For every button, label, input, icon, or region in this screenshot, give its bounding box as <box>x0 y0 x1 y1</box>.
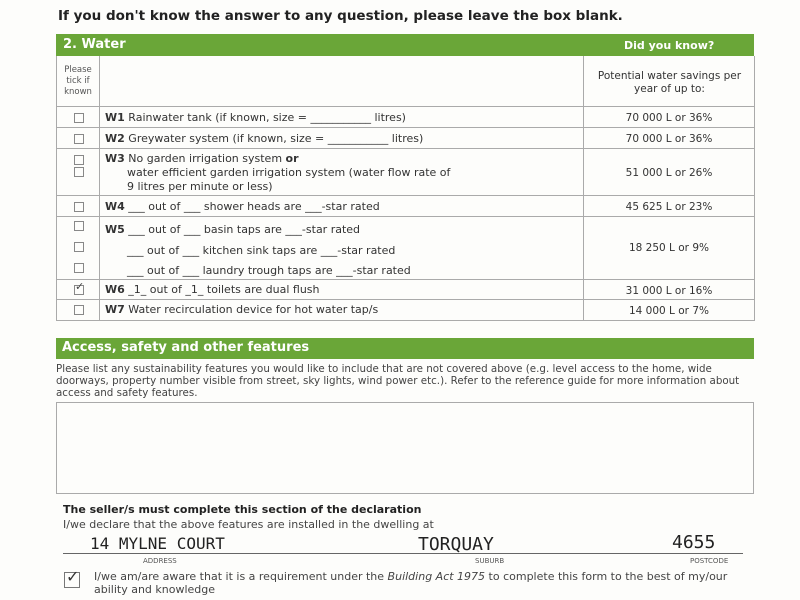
row-savings: 31 000 L or 16% <box>625 285 713 297</box>
table-row-w4: W4 ___ out of ___ shower heads are ___-s… <box>57 195 754 217</box>
row-savings: 70 000 L or 36% <box>625 133 713 145</box>
row-text: ___ out of ___ shower heads are ___-star… <box>128 200 380 213</box>
water-section-header: 2. Water Did you know? <box>56 34 754 56</box>
row-text-3: ___ out of ___ laundry trough taps are _… <box>127 264 411 277</box>
w7-checkbox[interactable] <box>74 305 84 315</box>
row-code: W7 <box>105 303 125 316</box>
w1-checkbox[interactable] <box>74 113 84 123</box>
row-text-3: 9 litres per minute or less) <box>127 180 273 193</box>
suburb-label: SUBURB <box>475 557 505 565</box>
aware-statement: I/we am/are aware that it is a requireme… <box>94 570 728 596</box>
row-code: W4 <box>105 200 125 213</box>
table-row-w2: W2 Greywater system (if known, size = __… <box>57 127 754 149</box>
w5-checkbox-laundry[interactable] <box>74 263 84 273</box>
table-row-w5: W5 ___ out of ___ basin taps are ___-sta… <box>57 216 754 280</box>
row-savings: 45 625 L or 23% <box>625 201 713 213</box>
declaration-intro: I/we declare that the above features are… <box>63 518 434 531</box>
row-text: ___ out of ___ basin taps are ___-star r… <box>128 223 361 236</box>
row-code: W6 <box>105 283 125 296</box>
access-description: Please list any sustainability features … <box>56 363 740 399</box>
row-text: _1_ out of _1_ toilets are dual flush <box>128 283 320 296</box>
row-text: No garden irrigation system <box>128 152 283 165</box>
table-row-w7: W7 Water recirculation device for hot wa… <box>57 299 754 321</box>
row-savings: 51 000 L or 26% <box>625 167 713 179</box>
did-you-know: Did you know? <box>624 39 715 52</box>
table-row-w6: ✓ W6 _1_ out of _1_ toilets are dual flu… <box>57 279 754 300</box>
row-savings: 70 000 L or 36% <box>625 112 713 124</box>
check-mark-icon: ✓ <box>66 567 80 586</box>
savings-header: Potential water savings per year of up t… <box>597 70 742 95</box>
access-title: Access, safety and other features <box>62 340 310 355</box>
table-row-w1: W1 Rainwater tank (if known, size = ____… <box>57 106 754 128</box>
w4-checkbox[interactable] <box>74 202 84 212</box>
water-table: Please tick if known Potential water sav… <box>56 56 755 321</box>
row-text-2: ___ out of ___ kitchen sink taps are ___… <box>127 243 396 257</box>
declaration-heading: The seller/s must complete this section … <box>63 503 422 516</box>
postcode-field[interactable]: 4655 <box>672 532 716 553</box>
access-section-header: Access, safety and other features <box>56 338 754 359</box>
w3-checkbox-no-irrigation[interactable] <box>74 155 84 165</box>
table-row-w3: W3 No garden irrigation system or water e… <box>57 148 754 196</box>
row-code: W5 <box>105 223 125 236</box>
access-features-textbox[interactable] <box>56 402 754 494</box>
address-field[interactable]: 14 MYLNE COURT <box>90 534 225 553</box>
water-title: 2. Water <box>63 37 126 52</box>
row-code: W1 <box>105 111 125 124</box>
row-code: W2 <box>105 132 125 145</box>
w2-checkbox[interactable] <box>74 134 84 144</box>
row-savings: 14 000 L or 7% <box>628 305 709 317</box>
w5-checkbox-basin[interactable] <box>74 221 84 231</box>
row-text: Water recirculation device for hot water… <box>128 303 379 316</box>
row-text: Rainwater tank (if known, size = _______… <box>128 111 406 124</box>
row-text-or: or <box>285 152 299 165</box>
address-label: ADDRESS <box>143 557 177 565</box>
check-mark-icon: ✓ <box>75 280 85 293</box>
row-savings: 18 250 L or 9% <box>628 242 709 254</box>
instruction: If you don't know the answer to any ques… <box>58 8 623 24</box>
row-text-2: water efficient garden irrigation system… <box>127 166 451 179</box>
postcode-label: POSTCODE <box>690 557 729 565</box>
address-line <box>63 553 743 554</box>
aware-checkbox-checked[interactable]: ✓ <box>64 567 80 588</box>
row-code: W3 <box>105 152 125 165</box>
tick-header: Please tick if known <box>64 65 92 97</box>
w5-checkbox-kitchen[interactable] <box>74 242 84 252</box>
row-text: Greywater system (if known, size = _____… <box>128 132 424 145</box>
w3-checkbox-efficient[interactable] <box>74 167 84 177</box>
w6-checkbox-checked[interactable]: ✓ <box>74 280 84 295</box>
suburb-field[interactable]: TORQUAY <box>418 534 494 555</box>
